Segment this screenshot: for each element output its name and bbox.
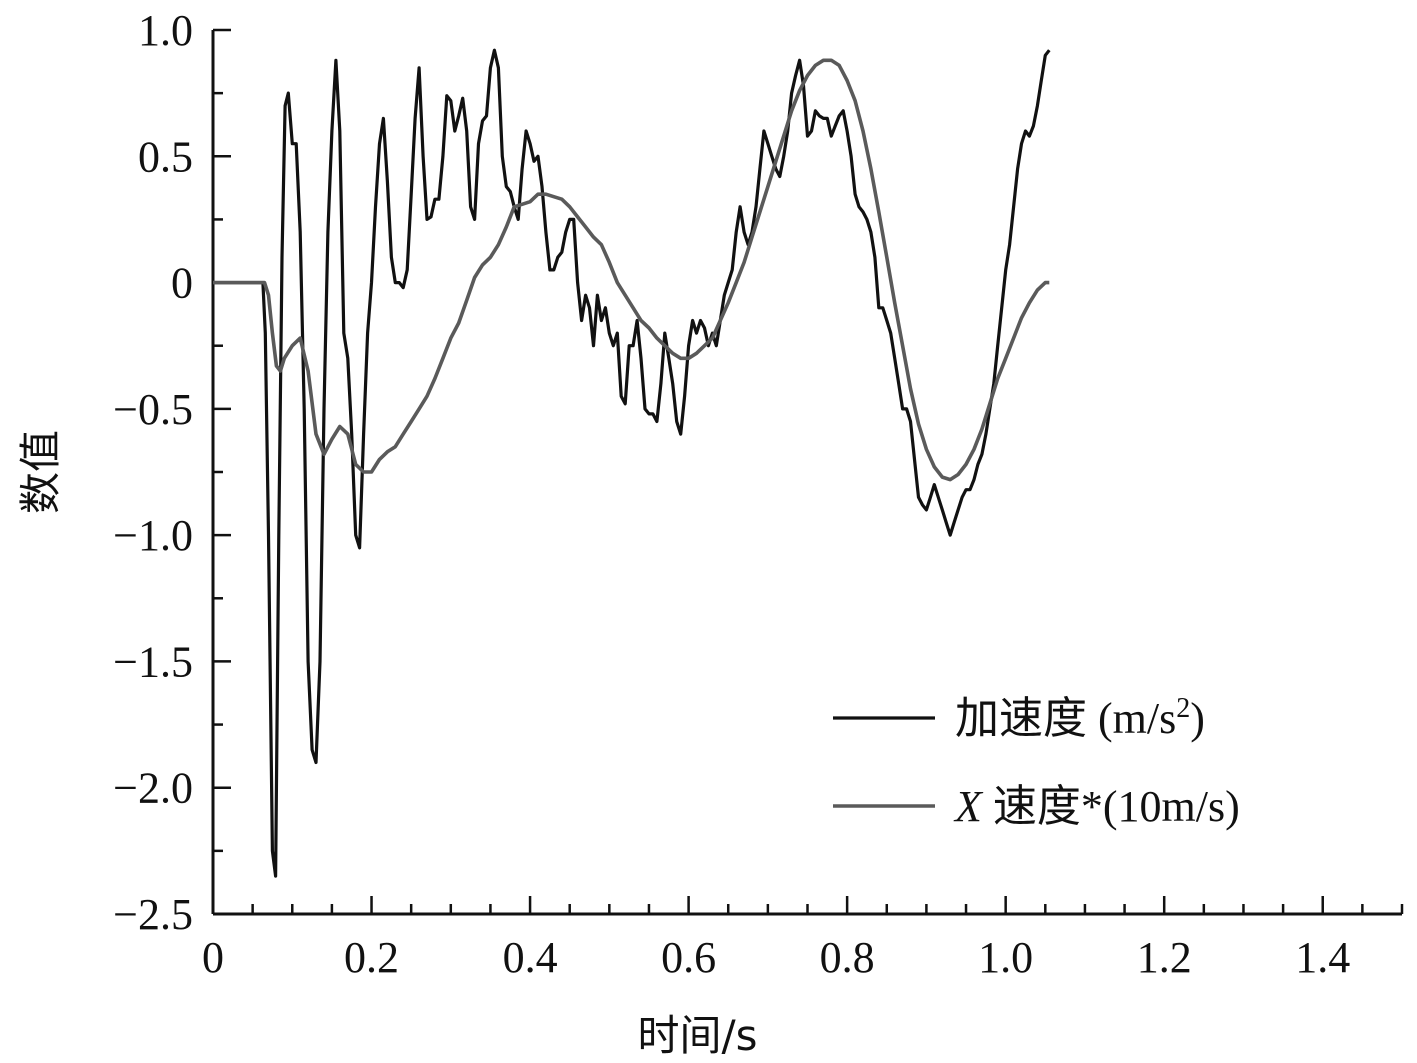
y-tick-label: −1.5 (113, 637, 193, 686)
x-tick-label: 1.0 (978, 933, 1033, 982)
y-tick-label: −2.5 (113, 890, 193, 939)
x-tick-label: 0.4 (503, 933, 558, 982)
x-tick-label: 0.2 (344, 933, 399, 982)
legend-label-x-velocity: X 速度*(10m/s) (953, 782, 1240, 831)
y-tick-label: 0 (171, 259, 193, 308)
x-axis: 0 0.2 0.4 0.6 0.8 1.0 1.2 1.4 (202, 896, 1404, 982)
x-tick-label: 1.4 (1295, 933, 1350, 982)
x-tick-label: 0 (202, 933, 224, 982)
y-axis: 1.0 0.5 0 −0.5 −1.0 −1.5 −2.0 −2.5 (113, 6, 231, 939)
legend-label-acceleration: 加速度 (m/s2) (955, 693, 1205, 743)
y-tick-label: −1.0 (113, 511, 193, 560)
x-axis-title: 时间/s (637, 1011, 757, 1060)
y-tick-label: 0.5 (138, 132, 193, 181)
x-tick-label: 0.8 (820, 933, 875, 982)
series-layer (213, 48, 1051, 878)
series-acceleration-line (213, 48, 1051, 878)
x-tick-label: 1.2 (1137, 933, 1192, 982)
legend: 加速度 (m/s2) X 速度*(10m/s) (833, 693, 1240, 831)
y-tick-label: 1.0 (138, 6, 193, 55)
y-tick-label: −2.0 (113, 764, 193, 813)
y-tick-label: −0.5 (113, 385, 193, 434)
x-tick-label: 0.6 (661, 933, 716, 982)
y-axis-title: 数值 (16, 430, 65, 514)
series-x-velocity-line (213, 58, 1050, 482)
